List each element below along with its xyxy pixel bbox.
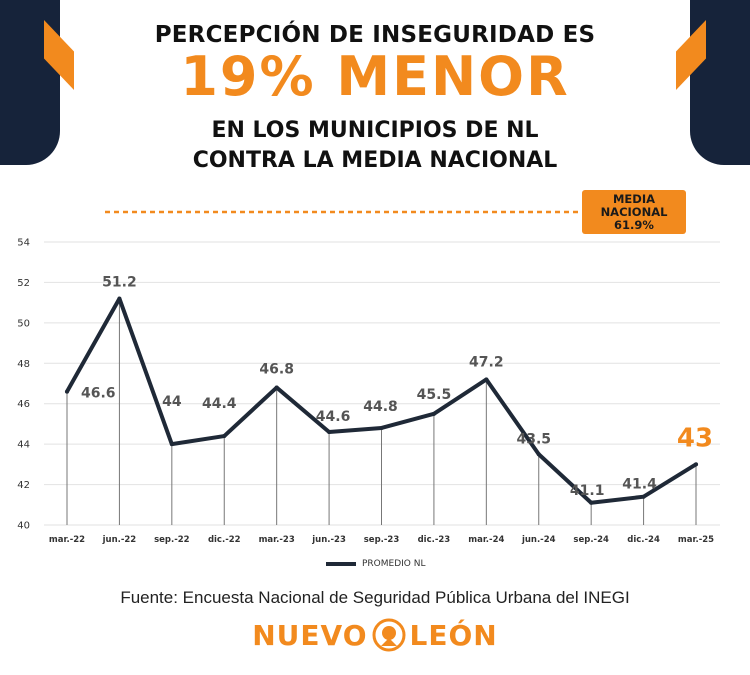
x-tick-label: mar.-25 (678, 535, 714, 545)
data-label: 41.4 (622, 477, 657, 493)
x-tick-label: dic.-24 (627, 535, 660, 545)
y-tick-label: 44 (17, 440, 30, 451)
y-tick-label: 46 (17, 399, 30, 410)
data-point (589, 500, 594, 505)
x-tick-label: sep.-23 (364, 535, 400, 545)
x-tick-label: sep.-24 (573, 535, 609, 545)
media-badge-value: 61.9% (614, 217, 654, 232)
source-text: Fuente: Encuesta Nacional de Seguridad P… (120, 588, 630, 607)
data-label: 43.5 (516, 431, 551, 447)
media-badge-label-2: NACIONAL (600, 204, 668, 219)
chart-legend: PROMEDIO NL (326, 559, 426, 569)
data-point (431, 411, 436, 416)
data-label: 43 (677, 423, 713, 453)
data-label: 44.4 (202, 396, 237, 412)
x-tick-label: dic.-22 (208, 535, 241, 545)
headline-line-4: CONTRA LA MEDIA NACIONAL (192, 148, 558, 173)
headline-line-3: EN LOS MUNICIPIOS DE NL (211, 118, 539, 143)
data-label: 45.5 (417, 387, 452, 403)
data-point (222, 434, 227, 439)
media-badge-label-1: MEDIA (612, 191, 656, 206)
logo-text-right: LEÓN (409, 618, 498, 652)
data-label: 44.8 (363, 399, 398, 415)
data-point (169, 442, 174, 447)
data-point (379, 425, 384, 430)
data-label: 46.6 (81, 386, 116, 402)
data-point (641, 494, 646, 499)
data-point (536, 452, 541, 457)
data-label: 44.6 (316, 409, 351, 425)
x-tick-label: jun.-23 (311, 535, 346, 545)
y-tick-label: 52 (17, 278, 30, 289)
data-point (65, 389, 69, 394)
data-point (327, 430, 332, 435)
data-label: 44 (162, 394, 182, 410)
y-tick-label: 48 (17, 359, 30, 370)
y-tick-label: 42 (17, 480, 30, 491)
legend-swatch (326, 562, 356, 566)
y-tick-label: 50 (17, 318, 30, 329)
x-tick-label: mar.-24 (468, 535, 504, 545)
data-point (694, 462, 698, 467)
headline-highlight: 19% MENOR (180, 45, 570, 108)
logo-text-left: NUEVO (252, 618, 368, 652)
legend-label: PROMEDIO NL (362, 559, 426, 569)
corner-decoration-right (676, 0, 750, 165)
x-tick-label: mar.-23 (259, 535, 295, 545)
nuevo-leon-logo: NUEVO LEÓN (0, 618, 750, 652)
data-label: 47.2 (469, 354, 504, 370)
lion-emblem-icon (372, 618, 406, 652)
y-tick-label: 54 (17, 238, 30, 249)
data-label: 41.1 (570, 483, 605, 499)
headline-line-1: PERCEPCIÓN DE INSEGURIDAD ES (154, 22, 596, 48)
data-point (274, 385, 279, 390)
x-tick-label: dic.-23 (418, 535, 451, 545)
y-tick-label: 40 (17, 521, 30, 532)
x-tick-label: jun.-22 (102, 535, 137, 545)
data-point (484, 377, 489, 382)
media-nacional-badge: MEDIA NACIONAL 61.9% (582, 190, 686, 234)
data-label: 46.8 (259, 362, 294, 378)
data-point (117, 296, 122, 301)
corner-decoration-left (0, 0, 74, 165)
data-label: 51.2 (102, 275, 137, 291)
line-chart: 40 42 44 46 48 50 52 54 46.6 51.2 44 44.4 46.8 44.6 44… (17, 210, 720, 545)
x-tick-label: sep.-22 (154, 535, 190, 545)
x-tick-label: jun.-24 (521, 535, 556, 545)
x-tick-label: mar.-22 (49, 535, 85, 545)
